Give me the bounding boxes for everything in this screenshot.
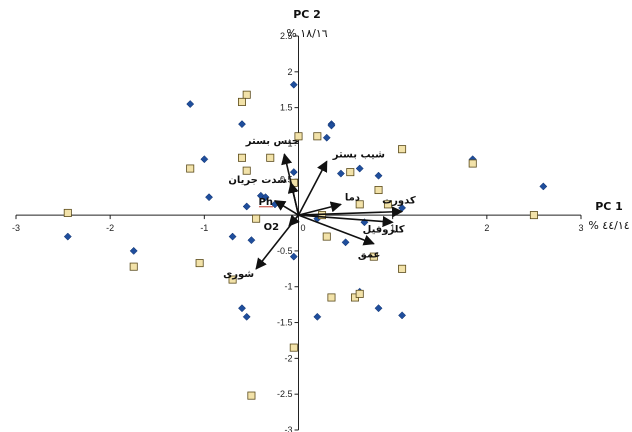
diamond-marker [336,169,345,178]
diamond-marker [63,232,72,241]
square-marker [228,275,237,284]
diamond-marker [242,312,251,321]
square-marker [63,208,72,217]
square-marker [398,145,407,154]
x-axis-title: PC 1 [595,200,623,213]
y-tick-label: -1 [284,282,292,292]
y-tick-label: -2 [284,353,292,363]
square-marker [383,200,392,209]
square-marker [129,262,138,271]
vector-label: Ph [259,197,273,208]
square-marker [242,90,251,99]
loading-arrow [298,201,342,216]
square-marker [369,252,378,261]
square-marker [289,343,298,352]
square-marker [355,200,364,209]
square-marker [252,214,261,223]
data-points [63,80,548,400]
loading-arrow [298,206,404,218]
square-marker [195,259,204,268]
diamond-marker [374,304,383,313]
diamond-marker [200,155,209,164]
vector-label: شیب بستر [332,149,385,160]
x-tick-label: -3 [12,223,20,233]
square-marker [266,153,275,162]
square-marker [327,293,336,302]
x-tick-label: 3 [578,223,583,233]
loading-vectors: جنس بستر شیب بستر شدت جریان Ph دما کدورت کلروف… [223,136,416,280]
diamond-marker [238,304,246,313]
axis-labels: PC 2 % ١٨/١٦ PC 1 % ٤٤/١٤ [286,8,629,232]
diamond-marker [327,121,336,130]
square-marker [322,232,331,241]
diamond-marker [289,80,298,89]
loading-arrow [274,200,299,216]
vector-label: شدت جریان [228,175,287,186]
square-marker [294,132,303,141]
y-axis-title: PC 2 [293,8,321,21]
diamond-marker [238,120,246,129]
y-tick-label: -3 [284,425,292,432]
y-tick-label: 1.5 [280,103,293,113]
diamond-marker [355,164,364,173]
diamond-marker [205,193,213,202]
y-tick-label: -0.5 [277,246,293,256]
y-tick-label: 0.5 [280,174,293,184]
vector-label: جنس بستر [245,136,299,147]
loading-arrow [298,214,375,246]
y-tick-label: 2.5 [280,31,293,41]
square-marker [313,132,322,141]
diamond-marker [261,193,270,202]
square-marker [529,211,538,220]
square-marker [468,159,477,168]
y-tick-label: -2.5 [277,389,293,399]
diamond-marker [289,252,298,261]
x-tick-label: -1 [200,223,208,233]
y-axis-percent: % ١٨/١٦ [286,27,327,40]
diamond-marker [322,133,331,142]
x-tick-label: 1 [390,223,395,233]
x-axis-percent: % ٤٤/١٤ [588,219,629,232]
square-marker [242,166,251,175]
square-marker [398,264,407,273]
loading-arrow [298,214,394,228]
diamond-marker [186,100,195,109]
diamond-marker [242,202,251,211]
square-marker [346,168,355,177]
vector-label: کدورت [382,196,416,207]
loading-arrow [255,214,300,270]
diamond-marker [289,168,298,177]
square-marker [355,289,364,298]
diamond-marker [341,238,350,247]
square-marker [247,391,256,400]
square-marker [374,186,383,195]
diamond-marker [247,236,256,245]
vector-label: دما [345,192,360,203]
vector-label: شوری [223,269,254,280]
vector-label: O2 [264,222,280,233]
diamond-marker [539,182,548,191]
diamond-marker [313,312,322,321]
x-tick-label: 2 [484,223,489,233]
axes: -3 -2 -1 1 2 3 2.5 2 1.5 1 0.5 -0.5 -1 -1.5 -2 -2.5 -3 0 [12,31,584,432]
y-tick-label: 2 [287,67,292,77]
y-tick-label: -1.5 [277,318,293,328]
loading-arrow [297,160,328,216]
square-marker [237,97,246,106]
square-marker [186,164,195,173]
diamond-marker [374,171,383,180]
square-marker [237,153,246,162]
origin-tick-label: 0 [301,223,306,233]
diamond-marker [398,311,407,320]
diamond-marker [228,232,237,241]
diamond-marker [129,246,138,255]
x-tick-label: -2 [106,223,114,233]
vector-label: عمق [358,250,381,261]
y-tick-label: 1 [287,138,292,148]
loading-arrow [287,181,300,216]
vector-label: کلروفیل [363,224,405,235]
